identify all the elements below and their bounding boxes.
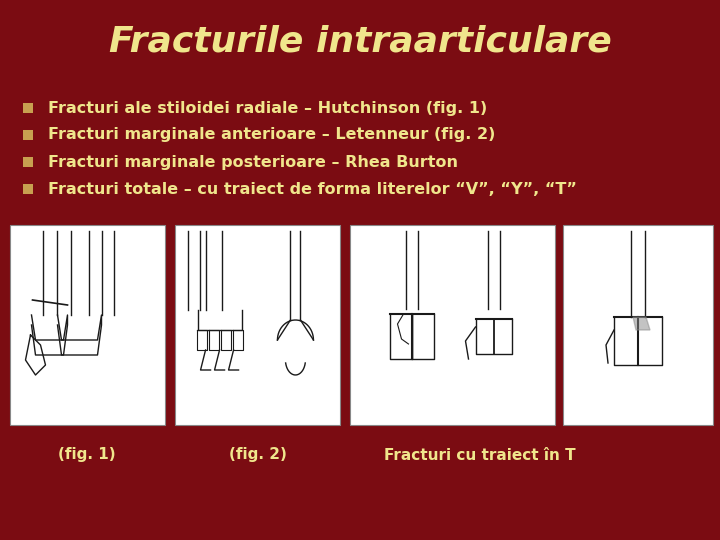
Bar [10, 225, 165, 425]
Text: Fracturi marginale posterioare – Rhea Burton: Fracturi marginale posterioare – Rhea Bu… [48, 154, 458, 170]
Text: Fracturi ale stiloidei radiale – Hutchinson (fig. 1): Fracturi ale stiloidei radiale – Hutchin… [48, 100, 487, 116]
Text: (fig. 2): (fig. 2) [229, 448, 287, 462]
Bar [350, 225, 555, 425]
Text: Fracturi cu traiect în T: Fracturi cu traiect în T [384, 448, 576, 462]
Text: (fig. 1): (fig. 1) [58, 448, 116, 462]
Text: Fracturi marginale anterioare – Letenneur (fig. 2): Fracturi marginale anterioare – Letenneu… [48, 127, 495, 143]
Text: Fracturi totale – cu traiect de forma literelor “V”, “Y”, “T”: Fracturi totale – cu traiect de forma li… [48, 181, 577, 197]
Polygon shape [633, 317, 650, 330]
Text: Fracturile intraarticulare: Fracturile intraarticulare [109, 25, 611, 59]
Bar [563, 225, 713, 425]
Bar [23, 184, 33, 194]
Bar [23, 103, 33, 113]
Bar [23, 157, 33, 167]
Bar [23, 130, 33, 140]
Bar [175, 225, 340, 425]
